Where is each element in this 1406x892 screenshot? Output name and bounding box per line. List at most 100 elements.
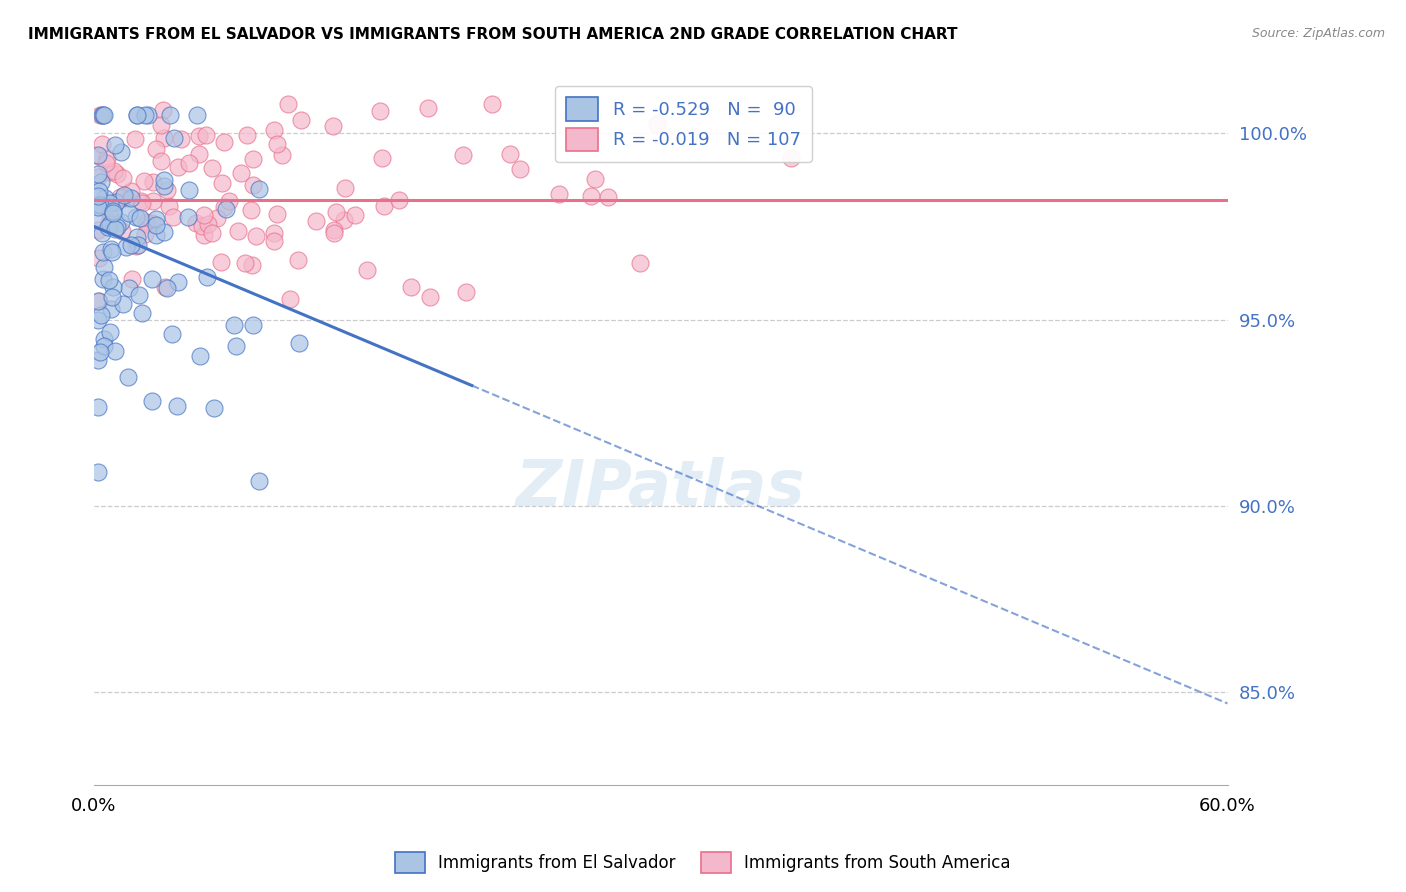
Point <box>135 215 157 229</box>
Point <box>231 166 253 180</box>
Point <box>104 343 127 358</box>
Point <box>242 152 264 166</box>
Point <box>159 108 181 122</box>
Point <box>322 227 344 241</box>
Point <box>224 318 246 332</box>
Point <box>194 128 217 142</box>
Point <box>86 465 108 479</box>
Point <box>239 203 262 218</box>
Point <box>129 211 152 226</box>
Point <box>509 162 531 177</box>
Point <box>90 175 112 189</box>
Point <box>166 399 188 413</box>
Point <box>170 132 193 146</box>
Point <box>121 271 143 285</box>
Point <box>91 226 114 240</box>
Point <box>226 224 249 238</box>
Point <box>162 210 184 224</box>
Point <box>132 174 155 188</box>
Point <box>96 156 118 170</box>
Point <box>93 272 115 286</box>
Point <box>89 108 111 122</box>
Point <box>371 151 394 165</box>
Point <box>456 285 478 300</box>
Point <box>127 229 149 244</box>
Point <box>124 132 146 146</box>
Point <box>153 131 176 145</box>
Point <box>86 313 108 327</box>
Point <box>215 202 238 216</box>
Point <box>86 400 108 414</box>
Point <box>127 237 149 252</box>
Point <box>399 280 422 294</box>
Point <box>779 151 801 165</box>
Point <box>145 142 167 156</box>
Point <box>205 211 228 225</box>
Point <box>167 160 190 174</box>
Point <box>91 108 114 122</box>
Point <box>87 293 110 308</box>
Point <box>110 145 132 160</box>
Point <box>86 189 108 203</box>
Point <box>118 281 141 295</box>
Point <box>129 194 152 209</box>
Point <box>152 225 174 239</box>
Point <box>373 199 395 213</box>
Point <box>191 219 214 233</box>
Point <box>125 238 148 252</box>
Point <box>419 290 441 304</box>
Point <box>134 108 156 122</box>
Point <box>104 138 127 153</box>
Point <box>101 280 124 294</box>
Point <box>277 96 299 111</box>
Point <box>87 167 110 181</box>
Point <box>120 184 142 198</box>
Point <box>111 171 134 186</box>
Point <box>86 196 108 211</box>
Point <box>153 280 176 294</box>
Point <box>91 245 114 260</box>
Point <box>100 244 122 259</box>
Point <box>242 318 264 333</box>
Point <box>141 272 163 286</box>
Point <box>141 393 163 408</box>
Point <box>117 206 139 220</box>
Point <box>100 301 122 316</box>
Point <box>197 217 219 231</box>
Point <box>111 223 134 237</box>
Point <box>596 190 619 204</box>
Legend: Immigrants from El Salvador, Immigrants from South America: Immigrants from El Salvador, Immigrants … <box>388 846 1018 880</box>
Point <box>481 96 503 111</box>
Point <box>218 194 240 208</box>
Point <box>233 256 256 270</box>
Point <box>86 212 108 227</box>
Point <box>153 173 176 187</box>
Point <box>134 227 156 242</box>
Legend: R = -0.529   N =  90, R = -0.019   N = 107: R = -0.529 N = 90, R = -0.019 N = 107 <box>555 87 811 161</box>
Point <box>125 210 148 224</box>
Point <box>105 195 128 210</box>
Point <box>202 401 225 415</box>
Point <box>212 200 235 214</box>
Point <box>120 191 142 205</box>
Point <box>93 333 115 347</box>
Point <box>87 184 110 198</box>
Point <box>93 108 115 122</box>
Point <box>209 255 232 269</box>
Point <box>97 215 120 229</box>
Point <box>290 113 312 128</box>
Point <box>93 338 115 352</box>
Text: IMMIGRANTS FROM EL SALVADOR VS IMMIGRANTS FROM SOUTH AMERICA 2ND GRADE CORRELATI: IMMIGRANTS FROM EL SALVADOR VS IMMIGRANT… <box>28 27 957 42</box>
Point <box>249 475 271 489</box>
Point <box>177 211 200 225</box>
Point <box>245 228 267 243</box>
Point <box>225 339 247 353</box>
Point <box>156 183 179 197</box>
Point <box>242 258 264 272</box>
Point <box>155 280 177 294</box>
Point <box>86 200 108 214</box>
Point <box>125 108 148 122</box>
Point <box>628 256 651 270</box>
Point <box>416 101 439 115</box>
Point <box>186 108 208 122</box>
